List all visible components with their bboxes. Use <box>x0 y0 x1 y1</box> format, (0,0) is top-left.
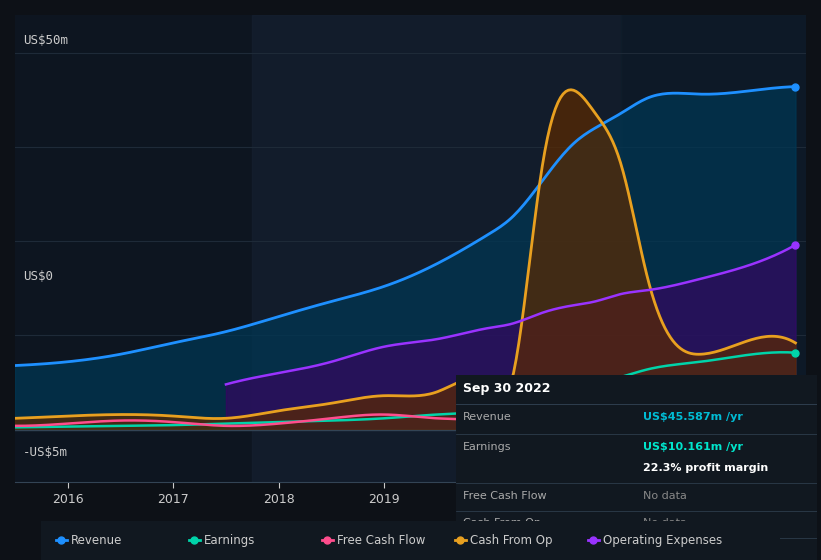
Text: Sep 30 2022: Sep 30 2022 <box>463 382 550 395</box>
Text: -US$5m: -US$5m <box>23 446 68 459</box>
Text: No data: No data <box>644 491 687 501</box>
Text: US$10.161m /yr: US$10.161m /yr <box>644 442 744 452</box>
Text: Cash From Op: Cash From Op <box>470 534 552 547</box>
Text: No data: No data <box>644 518 687 528</box>
Text: Cash From Op: Cash From Op <box>463 518 541 528</box>
Text: Earnings: Earnings <box>204 534 255 547</box>
Text: Free Cash Flow: Free Cash Flow <box>337 534 425 547</box>
Text: Free Cash Flow: Free Cash Flow <box>463 491 547 501</box>
Text: Operating Expenses: Operating Expenses <box>603 534 722 547</box>
Text: US$50m: US$50m <box>23 34 68 46</box>
Text: Earnings: Earnings <box>463 442 511 452</box>
Text: Revenue: Revenue <box>463 412 511 422</box>
Text: Revenue: Revenue <box>71 534 122 547</box>
Text: US$0: US$0 <box>23 270 53 283</box>
Bar <box>621 15 806 482</box>
Text: Operating Expenses: Operating Expenses <box>463 557 576 560</box>
Text: 22.3% profit margin: 22.3% profit margin <box>644 463 768 473</box>
Text: US$24.450m /yr: US$24.450m /yr <box>644 557 744 560</box>
Bar <box>252 15 621 482</box>
Text: US$45.587m /yr: US$45.587m /yr <box>644 412 743 422</box>
